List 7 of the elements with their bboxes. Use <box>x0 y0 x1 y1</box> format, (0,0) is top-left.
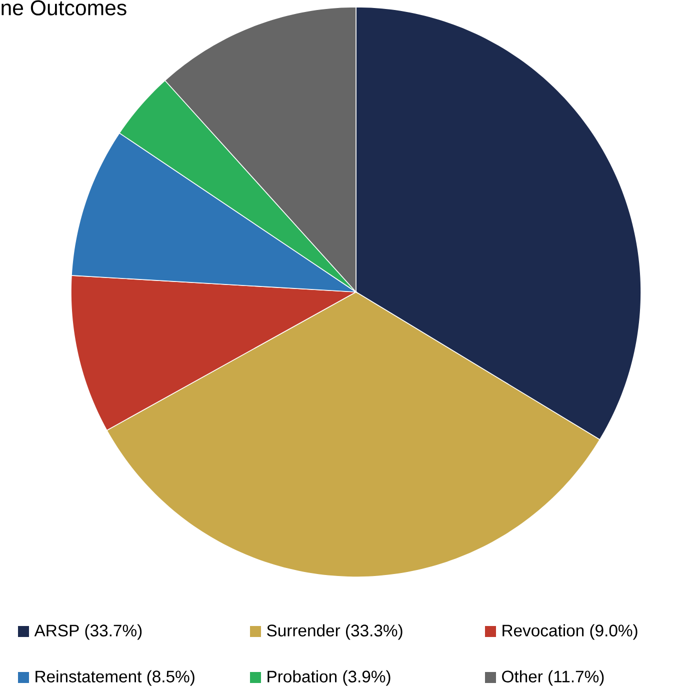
chart-title: ne Outcomes <box>2 0 126 16</box>
legend-label: Reinstatement (8.5%) <box>36 670 194 686</box>
legend-label: Surrender (33.3%) <box>267 624 402 640</box>
legend-label: ARSP (33.7%) <box>34 624 142 640</box>
legend-label: Revocation (9.0%) <box>502 624 638 640</box>
legend-label: Probation (3.9%) <box>268 670 390 686</box>
legend-label: Other (11.7%) <box>502 670 604 686</box>
